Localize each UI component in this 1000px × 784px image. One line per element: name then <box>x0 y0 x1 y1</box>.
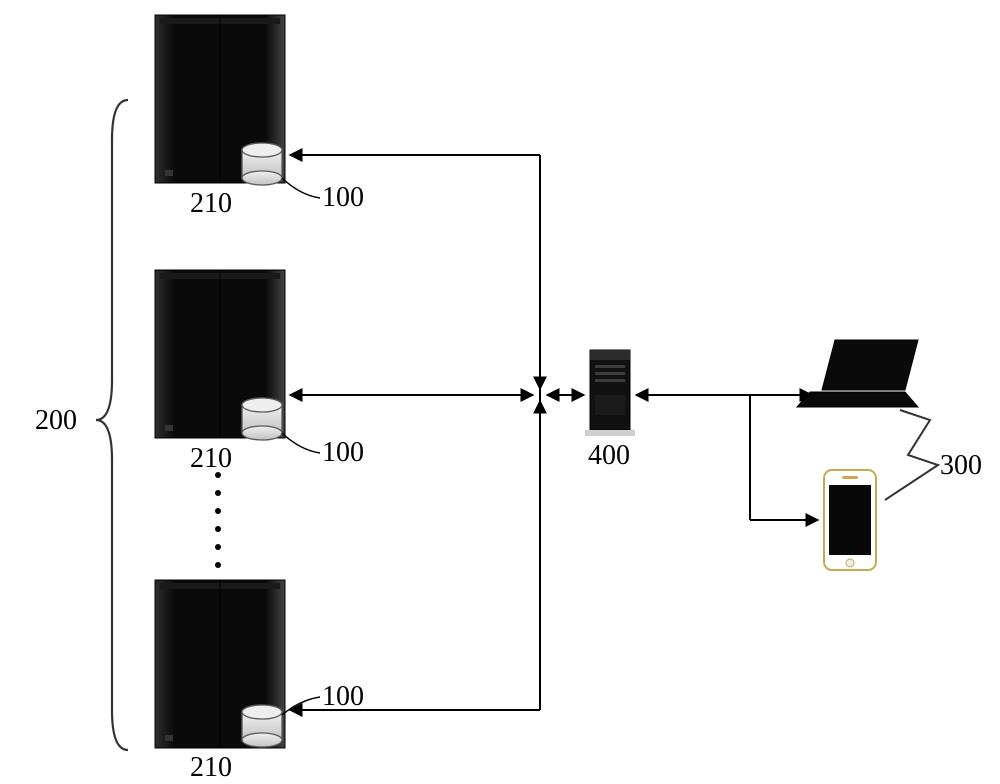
label-gateway: 400 <box>588 440 630 472</box>
connection-lines <box>290 155 818 710</box>
laptop-icon <box>797 340 918 407</box>
label-server3-db: 100 <box>322 681 364 713</box>
server-rack-2 <box>155 270 285 440</box>
server-rack-3 <box>155 580 285 748</box>
server-rack-1 <box>155 15 285 185</box>
connections-svg <box>0 0 1000 782</box>
label-server3-main: 210 <box>190 752 232 784</box>
diagram-canvas: 200 210 100 210 100 210 100 400 300 <box>0 0 1000 782</box>
phone-icon <box>824 470 876 570</box>
ellipsis-icon <box>215 472 221 568</box>
leader-lines <box>282 178 320 715</box>
database-icon <box>242 398 282 440</box>
label-server1-main: 210 <box>190 188 232 220</box>
group-brace-200 <box>96 100 128 750</box>
group-brace-300 <box>885 410 938 500</box>
label-group-200: 200 <box>35 405 77 437</box>
database-icon <box>242 143 282 185</box>
database-icon <box>242 705 282 747</box>
label-clients: 300 <box>940 450 982 482</box>
label-server2-db: 100 <box>322 437 364 469</box>
label-server1-db: 100 <box>322 182 364 214</box>
label-server2-main: 210 <box>190 443 232 475</box>
gateway-server-icon <box>585 350 635 436</box>
